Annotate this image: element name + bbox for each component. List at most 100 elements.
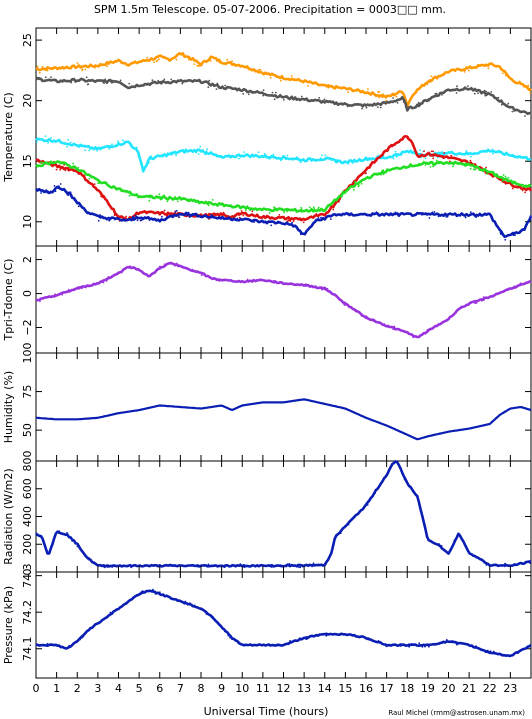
- data-point: [302, 221, 305, 224]
- data-point: [428, 217, 431, 219]
- data-point: [315, 213, 318, 215]
- data-point: [163, 78, 166, 81]
- data-point: [408, 645, 411, 648]
- data-point: [380, 154, 382, 157]
- data-point: [148, 199, 151, 202]
- data-point: [101, 196, 104, 199]
- data-point: [94, 66, 96, 69]
- data-point: [494, 175, 497, 178]
- data-point: [223, 566, 226, 569]
- data-point: [286, 154, 289, 157]
- data-point: [435, 93, 438, 96]
- data-point: [390, 466, 392, 468]
- data-point: [214, 154, 217, 157]
- data-point: [200, 608, 202, 611]
- series-line: [35, 134, 532, 222]
- data-point: [373, 640, 376, 643]
- data-point: [320, 216, 322, 219]
- data-point: [390, 212, 392, 215]
- data-point: [332, 206, 335, 209]
- data-point: [67, 288, 70, 291]
- data-point: [381, 152, 384, 155]
- data-point: [283, 211, 286, 214]
- data-point: [36, 65, 39, 68]
- y-tick-label: 25: [21, 33, 34, 47]
- series-0-0: [35, 52, 532, 108]
- data-point: [345, 633, 347, 636]
- y-tick-label: 50: [21, 423, 34, 437]
- data-point: [106, 144, 109, 147]
- x-tick-label: 10: [235, 682, 249, 695]
- data-point: [464, 216, 467, 219]
- data-point: [506, 104, 509, 106]
- data-point: [236, 639, 239, 642]
- data-point: [122, 139, 124, 142]
- data-point: [354, 180, 356, 183]
- data-point: [106, 65, 109, 67]
- data-point: [268, 565, 271, 568]
- data-point: [73, 199, 76, 202]
- data-point: [450, 549, 452, 551]
- data-point: [182, 198, 185, 201]
- data-point: [273, 98, 276, 101]
- data-point: [529, 562, 531, 564]
- data-point: [204, 153, 207, 156]
- data-point: [203, 272, 206, 275]
- data-point: [84, 68, 87, 71]
- data-point: [210, 201, 213, 204]
- data-point: [353, 160, 356, 163]
- data-point: [299, 219, 302, 222]
- data-point: [274, 208, 276, 211]
- data-point: [375, 160, 378, 162]
- data-point: [329, 216, 332, 218]
- data-point: [300, 95, 303, 98]
- data-point: [482, 299, 485, 301]
- data-point: [364, 172, 367, 175]
- data-point: [334, 159, 337, 161]
- data-point: [503, 290, 506, 292]
- data-point: [400, 644, 403, 647]
- data-point: [184, 198, 187, 200]
- data-point: [46, 69, 49, 72]
- data-point: [166, 200, 169, 203]
- data-point: [96, 149, 99, 152]
- data-point: [66, 291, 68, 294]
- data-point: [289, 642, 292, 644]
- x-axis: 0 1 2 3 4 5 6 7 8 9 10 11 12 13 14 15 16 17 18 19 20 21 22 23: [33, 682, 518, 695]
- data-point: [210, 277, 213, 280]
- data-point: [66, 145, 69, 148]
- data-point: [300, 232, 303, 235]
- data-point: [106, 566, 109, 568]
- data-point: [519, 649, 522, 651]
- data-point: [216, 82, 219, 85]
- data-point: [383, 323, 385, 325]
- data-point: [52, 139, 55, 142]
- data-point: [475, 302, 478, 304]
- data-point: [176, 262, 178, 265]
- data-point: [77, 205, 80, 208]
- data-point: [270, 224, 273, 227]
- x-tick-label: 8: [198, 682, 205, 695]
- data-point: [317, 217, 320, 219]
- data-point: [206, 148, 209, 151]
- data-point: [346, 302, 348, 305]
- data-point: [395, 155, 398, 158]
- data-point: [299, 566, 302, 569]
- data-point: [93, 561, 96, 563]
- data-point: [148, 219, 151, 222]
- data-point: [439, 74, 442, 77]
- data-point: [488, 651, 490, 653]
- data-point: [492, 650, 495, 653]
- data-point: [313, 208, 316, 210]
- data-point: [443, 320, 446, 323]
- data-point: [156, 59, 159, 62]
- data-point: [81, 68, 84, 71]
- data-point: [39, 161, 42, 164]
- data-point: [345, 524, 348, 527]
- data-point: [445, 216, 447, 218]
- y-tick-label: 74.2: [21, 600, 34, 625]
- data-point: [41, 190, 43, 192]
- data-point: [85, 76, 88, 79]
- data-point: [48, 78, 51, 81]
- data-point: [176, 200, 179, 203]
